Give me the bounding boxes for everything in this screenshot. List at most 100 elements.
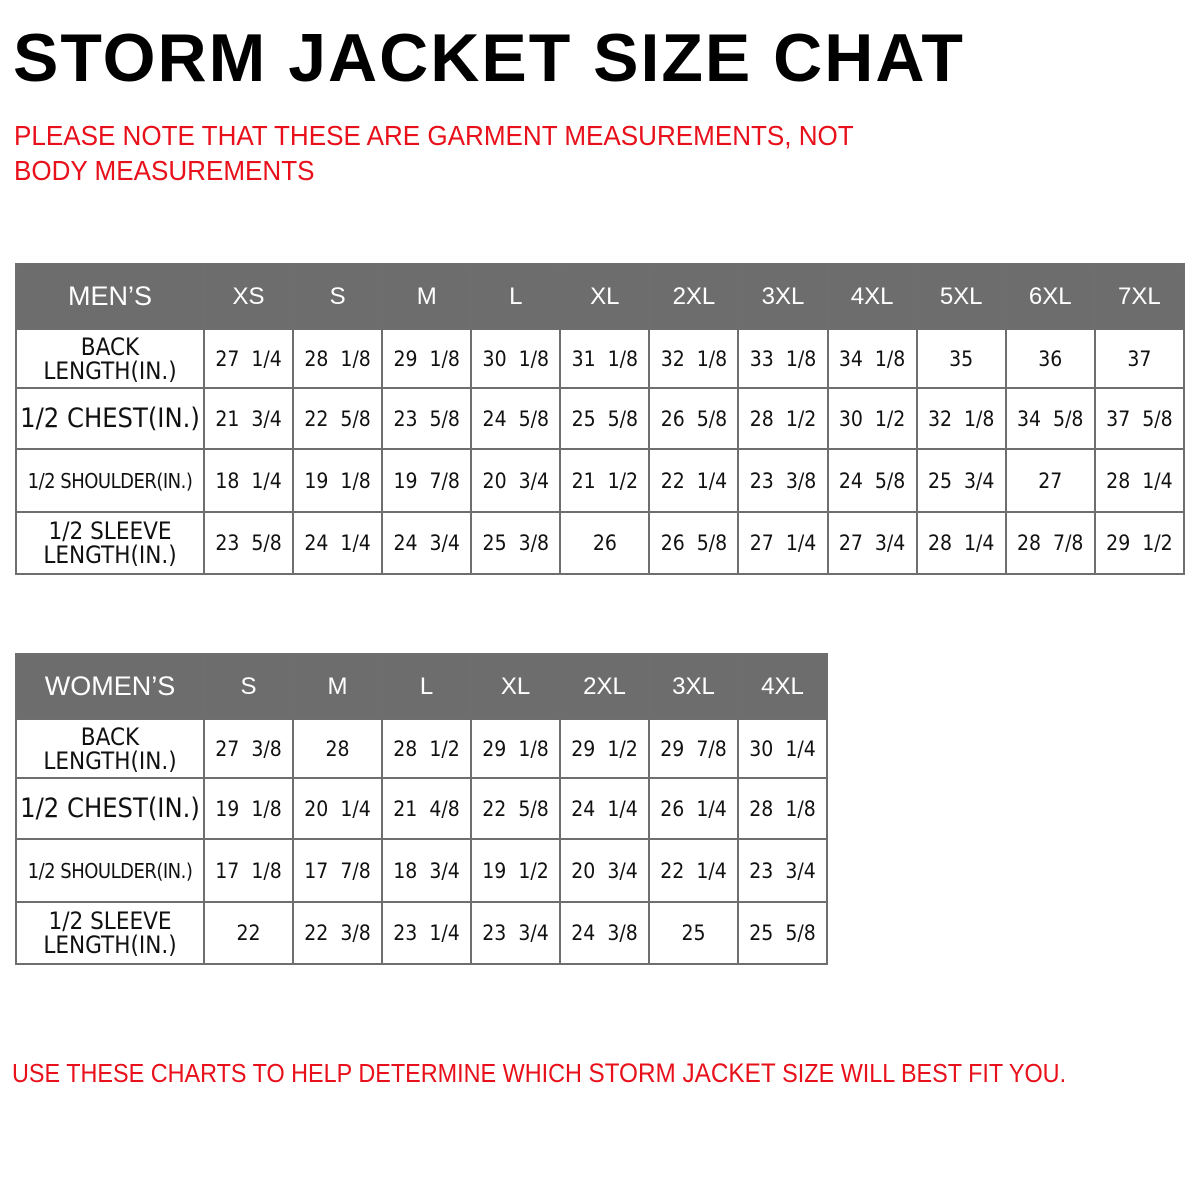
measurement-label: 1/2 CHEST(IN.) — [15, 387, 205, 450]
measurement-value: 30 1/4 — [737, 718, 828, 779]
size-header: 4XL — [826, 263, 918, 330]
table-row: 1/2 SHOULDER(IN.) 18 1/4 19 1/8 19 7/8 20 3/… — [15, 448, 1186, 513]
table-row: 1/2 SLEEVE LENGTH(IN.) 23 5/8 24 1/4 24 3/4… — [15, 511, 1186, 575]
measurement-value: 30 1/8 — [470, 328, 562, 389]
measurement-value: 17 1/8 — [203, 838, 294, 903]
measurement-value: 23 1/4 — [381, 901, 472, 965]
measurement-value: 22 5/8 — [292, 387, 384, 450]
measurement-value: 25 — [648, 901, 739, 965]
table-row: 1/2 SLEEVE LENGTH(IN.) 22 22 3/8 23 1/4 23 3… — [15, 901, 828, 965]
measurement-value: 28 — [292, 718, 383, 779]
measurement-value: 24 5/8 — [470, 387, 562, 450]
measurement-value: 24 5/8 — [826, 448, 918, 513]
mens-header-row: MEN’S XS S M L XL 2XL 3XL 4XL 5XL 6XL 7XL — [15, 263, 1186, 330]
size-header: XL — [559, 263, 651, 330]
size-header: 3XL — [648, 653, 739, 720]
measurement-value: 26 — [559, 511, 651, 575]
measurement-value: 23 5/8 — [381, 387, 473, 450]
measurement-value: 23 3/4 — [470, 901, 561, 965]
measurement-value: 23 3/8 — [737, 448, 829, 513]
size-header: L — [381, 653, 472, 720]
measurement-value: 35 — [915, 328, 1007, 389]
measurement-value: 24 3/8 — [559, 901, 650, 965]
mens-header-label: MEN’S — [15, 263, 205, 330]
measurement-label: BACK LENGTH(IN.) — [15, 718, 205, 779]
womens-header-row: WOMEN’S S M L XL 2XL 3XL 4XL — [15, 653, 828, 720]
footer-note: USE THESE CHARTS TO HELP DETERMINE WHICH… — [12, 1058, 1066, 1089]
measurement-value: 20 3/4 — [559, 838, 650, 903]
measurement-value: 28 1/4 — [1093, 448, 1186, 513]
measurement-value: 19 1/8 — [292, 448, 384, 513]
measurement-value: 37 — [1093, 328, 1186, 389]
size-header: XS — [202, 263, 295, 330]
measurement-value: 22 3/8 — [292, 901, 383, 965]
measurement-value: 28 1/4 — [915, 511, 1007, 575]
size-header: 3XL — [737, 263, 829, 330]
measurement-value: 25 5/8 — [737, 901, 828, 965]
footer-text-after: SIZE WILL BEST FIT YOU. — [775, 1058, 1067, 1088]
measurement-label: 1/2 SHOULDER(IN.) — [15, 448, 205, 513]
measurement-value: 29 1/2 — [1093, 511, 1186, 575]
measurement-value: 21 4/8 — [381, 777, 472, 840]
measurement-value: 30 1/2 — [826, 387, 918, 450]
measurement-value: 37 5/8 — [1093, 387, 1186, 450]
measurement-value: 27 1/4 — [737, 511, 829, 575]
measurement-value: 21 1/2 — [559, 448, 651, 513]
measurement-label: 1/2 SHOULDER(IN.) — [15, 838, 205, 903]
measurement-value: 33 1/8 — [737, 328, 829, 389]
measurement-value: 22 — [203, 901, 294, 965]
measurement-value: 27 3/8 — [203, 718, 294, 779]
footer-brand: STORM JACKET — [588, 1058, 776, 1088]
size-header: M — [381, 263, 473, 330]
measurement-value: 26 1/4 — [648, 777, 739, 840]
table-row: BACK LENGTH(IN.) 27 1/4 28 1/8 29 1/8 30 1/8… — [15, 328, 1186, 389]
measurement-value: 28 1/2 — [737, 387, 829, 450]
table-row: 1/2 CHEST(IN.) 19 1/8 20 1/4 21 4/8 22 5/8 24… — [15, 777, 828, 840]
womens-size-table: WOMEN’S S M L XL 2XL 3XL 4XL BACK LENGTH(IN.) 27 … — [15, 653, 828, 965]
measurement-label: 1/2 SLEEVE LENGTH(IN.) — [15, 511, 205, 575]
measurement-value: 18 3/4 — [381, 838, 472, 903]
measurement-value: 29 1/8 — [381, 328, 473, 389]
measurement-value: 29 1/8 — [470, 718, 561, 779]
footer-text-before: USE THESE CHARTS TO HELP DETERMINE WHICH — [12, 1058, 589, 1088]
measurement-value: 27 1/4 — [202, 328, 295, 389]
measurement-value: 17 7/8 — [292, 838, 383, 903]
measurement-value: 19 1/2 — [470, 838, 561, 903]
measurement-value: 23 3/4 — [737, 838, 828, 903]
measurement-value: 28 7/8 — [1004, 511, 1096, 575]
size-header: 7XL — [1093, 263, 1186, 330]
size-header: XL — [470, 653, 561, 720]
measurement-value: 24 1/4 — [292, 511, 384, 575]
size-header: 4XL — [737, 653, 828, 720]
table-row: 1/2 SHOULDER(IN.) 17 1/8 17 7/8 18 3/4 19 1/… — [15, 838, 828, 903]
size-header: L — [470, 263, 562, 330]
measurement-value: 21 3/4 — [202, 387, 295, 450]
size-header: M — [292, 653, 383, 720]
size-header: S — [292, 263, 384, 330]
measurement-label: 1/2 SLEEVE LENGTH(IN.) — [15, 901, 205, 965]
measurement-value: 18 1/4 — [202, 448, 295, 513]
measurement-value: 28 1/2 — [381, 718, 472, 779]
measurement-value: 36 — [1004, 328, 1096, 389]
measurement-value: 24 3/4 — [381, 511, 473, 575]
measurement-value: 26 5/8 — [648, 387, 740, 450]
size-header: 6XL — [1004, 263, 1096, 330]
page-title: STORM JACKET SIZE CHAT — [13, 20, 965, 96]
measurement-value: 28 1/8 — [292, 328, 384, 389]
measurement-value: 29 7/8 — [648, 718, 739, 779]
table-row: BACK LENGTH(IN.) 27 3/8 28 28 1/2 29 1/8 29 1… — [15, 718, 828, 779]
measurement-value: 25 5/8 — [559, 387, 651, 450]
measurement-value: 22 1/4 — [648, 838, 739, 903]
womens-header-label: WOMEN’S — [15, 653, 205, 720]
measurement-value: 28 1/8 — [737, 777, 828, 840]
measurement-value: 25 3/4 — [915, 448, 1007, 513]
measurement-value: 32 1/8 — [915, 387, 1007, 450]
mens-size-table: MEN’S XS S M L XL 2XL 3XL 4XL 5XL 6XL 7XL BACK LENGT… — [15, 263, 1186, 575]
measurement-value: 20 3/4 — [470, 448, 562, 513]
measurement-value: 26 5/8 — [648, 511, 740, 575]
measurement-value: 34 1/8 — [826, 328, 918, 389]
measurement-value: 34 5/8 — [1004, 387, 1096, 450]
measurement-value: 19 1/8 — [203, 777, 294, 840]
measurement-value: 20 1/4 — [292, 777, 383, 840]
size-header: 5XL — [915, 263, 1007, 330]
